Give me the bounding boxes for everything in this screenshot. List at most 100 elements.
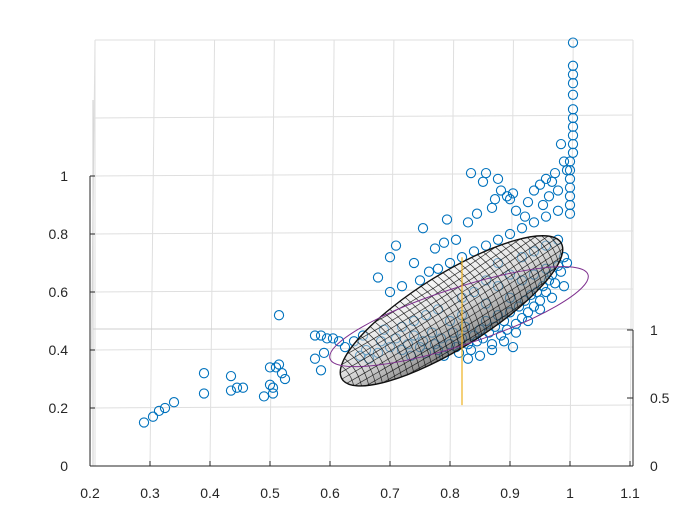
scatter-point	[564, 208, 576, 219]
x-tick-label: 0.8	[440, 485, 460, 501]
scatter-point	[492, 173, 504, 185]
scatter-point	[462, 217, 474, 228]
scatter-point	[138, 417, 150, 428]
scatter-point	[567, 37, 579, 48]
x-gridline	[209, 39, 216, 467]
scatter-point	[384, 252, 396, 263]
scatter-point	[564, 156, 576, 167]
grid-lines	[89, 39, 634, 467]
mesh-parallel	[374, 246, 496, 323]
scatter-point	[552, 205, 564, 216]
scatter-point	[270, 362, 282, 373]
scatter-point	[540, 173, 552, 185]
scatter-point	[267, 382, 279, 393]
mesh-meridian	[465, 260, 504, 321]
scatter-point	[444, 257, 456, 269]
scatter-point	[498, 336, 510, 347]
scatter-point	[555, 138, 567, 150]
scatter-point	[462, 353, 474, 364]
scatter-point	[273, 310, 285, 321]
z-tick-label: 1	[650, 322, 658, 338]
scatter-point	[159, 402, 171, 414]
scatter-point	[564, 199, 576, 211]
z-tick-label: 0.5	[650, 390, 670, 406]
mesh-parallel	[340, 238, 557, 374]
scatter-point	[522, 307, 534, 318]
scatter-point	[519, 211, 531, 222]
scatter-point	[465, 167, 477, 179]
mesh-meridian	[520, 238, 547, 281]
scatter-point	[528, 185, 540, 196]
mesh-meridian	[344, 358, 362, 386]
scatter-point	[390, 240, 402, 251]
x-tick-label: 0.6	[320, 485, 340, 501]
mesh-parallel	[354, 256, 562, 386]
scatter-point	[540, 286, 552, 298]
x-tick-label: 0.2	[80, 485, 100, 501]
scatter-point	[318, 347, 330, 359]
scatter-point	[495, 185, 507, 196]
scatter-point	[528, 217, 540, 228]
mesh-meridian	[453, 266, 493, 329]
y-tick-label: 1	[60, 168, 68, 184]
scatter-point	[522, 315, 534, 327]
mesh-meridian	[495, 246, 529, 300]
scatter-point	[567, 60, 579, 71]
scatter-point	[546, 176, 558, 187]
mesh-meridian	[389, 308, 427, 368]
scatter-point	[504, 228, 516, 240]
scatter-point	[549, 278, 561, 289]
scatter-point	[465, 344, 477, 356]
mesh-meridian	[477, 254, 514, 313]
mesh-meridian	[507, 242, 538, 291]
z-tick-label: 0	[650, 458, 658, 474]
scatter-point	[522, 196, 534, 208]
scatter-point	[552, 185, 564, 196]
mesh-meridian	[534, 236, 556, 270]
scatter-point	[321, 333, 333, 344]
x-gridline	[269, 39, 275, 467]
y-tick-label: 0.8	[49, 226, 69, 242]
mesh-parallel	[341, 242, 562, 380]
scatter-point	[441, 214, 453, 225]
y-gridline	[92, 114, 634, 119]
mesh-meridian	[360, 335, 390, 382]
scatter-point	[417, 223, 429, 234]
scatter-point	[198, 368, 210, 379]
scatter-point	[276, 368, 288, 379]
scatter-point	[501, 191, 513, 202]
mesh-meridian	[384, 313, 421, 370]
mesh-parallel	[341, 235, 549, 365]
mesh-meridian	[431, 279, 472, 343]
scatter-point	[486, 339, 498, 350]
x-tick-label: 1	[566, 485, 574, 501]
scatter-point	[564, 191, 576, 202]
scatter-point	[423, 266, 435, 277]
mesh-meridian	[501, 244, 534, 296]
scatter-point	[534, 304, 546, 315]
scatter-point	[549, 167, 561, 179]
projected-ellipse-outline	[329, 266, 589, 368]
tick-labels: 0.2 0.3 0.4 0.5 0.6 0.7 0.8 0.9 1 1.1 0 0.2 0.4 0.6 0.…	[49, 168, 670, 501]
y-gridline	[92, 172, 634, 177]
scatter-point	[429, 243, 441, 254]
mesh-meridian	[351, 346, 377, 385]
mesh-meridian	[483, 251, 519, 309]
scatter-point	[225, 370, 237, 382]
x-tick-label: 0.5	[260, 485, 280, 501]
x-gridline	[569, 39, 574, 467]
mesh-meridian	[394, 304, 432, 365]
scatter-point	[264, 362, 276, 373]
x-tick-label: 0.7	[380, 485, 400, 501]
scatter-point	[516, 223, 528, 234]
scatter-point	[495, 330, 507, 341]
mesh-meridian	[356, 340, 383, 383]
scatter-point	[339, 341, 351, 353]
mesh-meridian	[369, 326, 402, 378]
mesh-meridian	[410, 293, 450, 356]
scatter-point	[225, 385, 237, 396]
scatter-point	[567, 89, 579, 100]
x-gridline	[149, 39, 156, 467]
mesh-meridian	[426, 282, 466, 346]
